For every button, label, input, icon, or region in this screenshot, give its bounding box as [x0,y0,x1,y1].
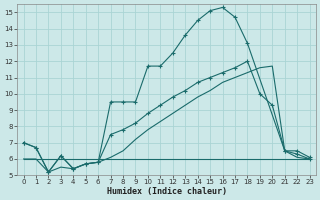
X-axis label: Humidex (Indice chaleur): Humidex (Indice chaleur) [107,187,227,196]
